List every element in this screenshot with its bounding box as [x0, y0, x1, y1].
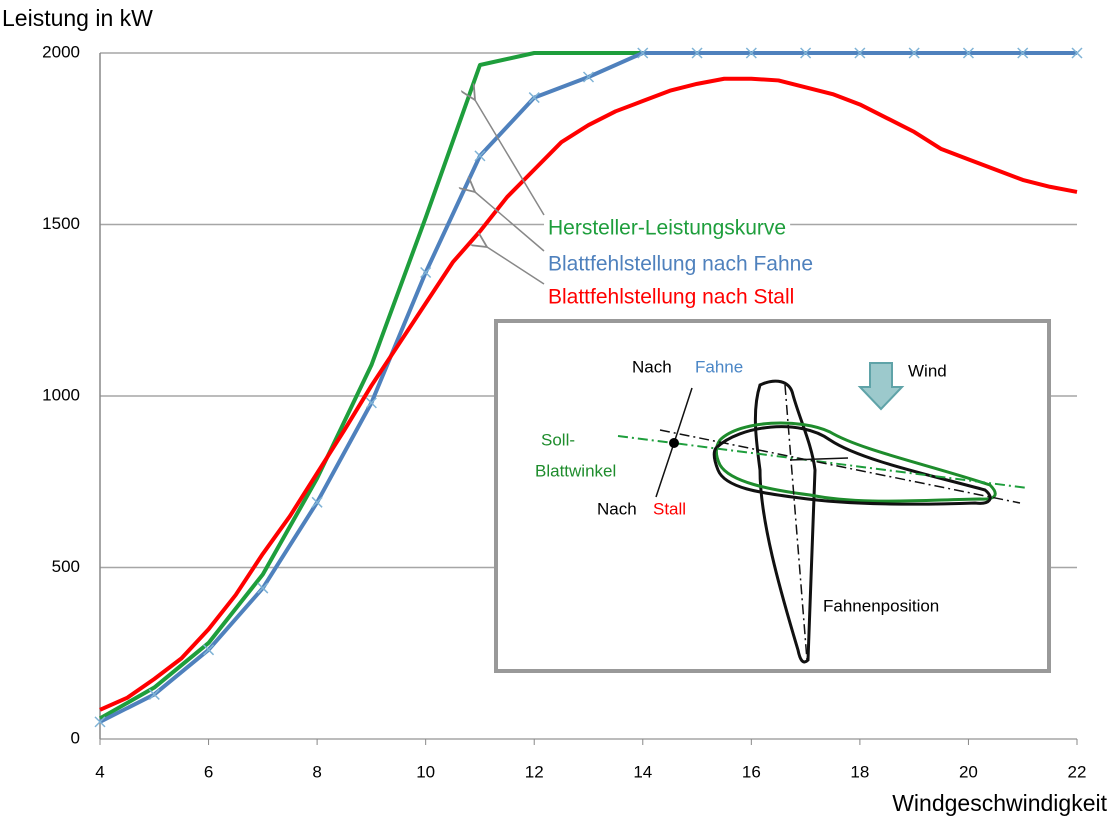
x-tick-label: 18 — [850, 762, 869, 781]
x-tick-label: 14 — [633, 762, 652, 781]
legend-pointer — [487, 247, 544, 284]
x-tick-label: 8 — [312, 762, 321, 781]
legend: Hersteller-Leistungskurve Blattfehlstellu… — [475, 100, 817, 312]
y-tick-label: 1500 — [42, 214, 80, 233]
inset-label: Nach — [632, 357, 672, 376]
inset-label: Wind — [908, 361, 947, 380]
legend-pointer — [475, 100, 544, 215]
inset-label: Soll- — [541, 430, 575, 449]
y-tick-label: 500 — [52, 557, 80, 576]
pivot — [669, 438, 679, 448]
y-axis-title: Leistung in kW — [2, 5, 153, 31]
chart: Leistung in kW Windgeschwindigkeit 0 500 1… — [0, 0, 1113, 823]
x-tick-label: 6 — [204, 762, 213, 781]
inset-label: Stall — [653, 499, 686, 518]
y-tick-label: 0 — [71, 728, 80, 747]
inset: Nach Fahne Wind Soll- Blattwinkel Nach Stall Fa… — [496, 321, 1049, 671]
legend-label: Hersteller-Leistungskurve — [548, 217, 786, 240]
x-tick-label: 20 — [959, 762, 978, 781]
inset-label: Fahnenposition — [823, 596, 939, 615]
inset-frame — [496, 321, 1049, 671]
x-axis-title: Windgeschwindigkeit — [892, 790, 1107, 816]
x-tick-label: 16 — [742, 762, 761, 781]
point-marker — [204, 645, 214, 655]
inset-label: Nach — [597, 499, 637, 518]
inset-label: Blattwinkel — [535, 461, 616, 480]
x-tick-label: 22 — [1068, 762, 1087, 781]
x-tick-label: 12 — [525, 762, 544, 781]
y-tick-label: 2000 — [42, 42, 80, 61]
y-tick-label: 1000 — [42, 385, 80, 404]
x-tick-label: 10 — [416, 762, 435, 781]
legend-label: Blattfehlstellung nach Fahne — [548, 253, 813, 276]
x-tick-label: 4 — [95, 762, 104, 781]
legend-label: Blattfehlstellung nach Stall — [548, 286, 794, 309]
inset-label: Fahne — [695, 357, 743, 376]
